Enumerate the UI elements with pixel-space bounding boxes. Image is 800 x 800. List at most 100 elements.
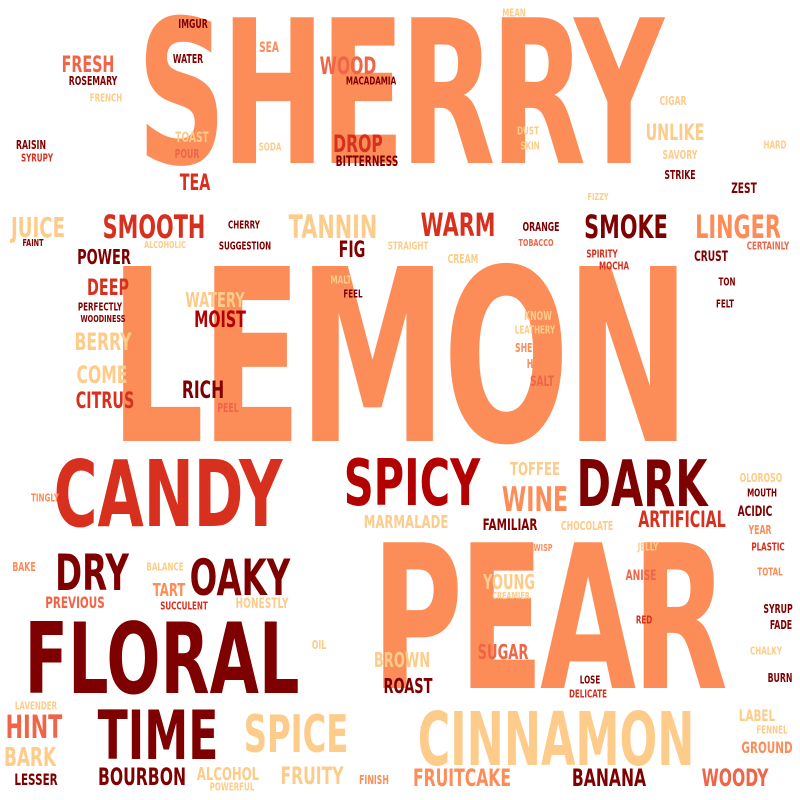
word: GROUND [741,738,793,757]
word: CREAMIER [492,591,530,602]
word: WISP [533,543,553,554]
word: BURN [767,671,793,685]
word: JELLY [637,540,659,554]
word: YOUNG [482,570,536,594]
word: FIG [338,238,366,263]
word: ACIDIC [737,504,773,520]
word: SUCCULENT [160,599,208,613]
word: ROSEMARY [68,74,118,88]
word: SMOKE [584,208,668,246]
word: TON [718,275,736,289]
word: CITRUS [75,389,135,414]
word: SODA [258,140,282,154]
word: CIGAR [659,94,687,108]
word: LEMON [109,218,691,498]
word: CRUST [694,249,728,265]
word: CHALKY [749,644,783,658]
word: LAVENDER [14,699,58,713]
word: HONESTLY [235,596,289,612]
word: WOOD [319,52,377,80]
word: BAKE [12,560,36,574]
word: TINGLY [30,491,60,505]
word: TOAST [175,130,209,146]
word: PEAR [371,503,728,736]
word: BOURBON [97,763,187,791]
word: YEAR [748,523,772,537]
word: CHERRY [228,218,260,232]
word: ALCOHOL [196,764,260,785]
word: TOBACCO [518,238,554,249]
word: SKIN [520,139,540,153]
word: LABEL [738,706,776,725]
word: WATERY [185,288,245,312]
word: BROWN [373,648,431,672]
word: ALCOHOLIC [144,240,186,251]
word: PEEL [217,401,239,415]
word: SUGAR [477,640,529,664]
word: LESSER [14,770,58,789]
word: ARTIFICIAL [638,508,726,533]
word: FEEL [343,287,363,301]
word: MARMALADE [363,512,449,533]
word: POUR [174,147,200,161]
word: FELT [715,297,735,311]
word: TANNIN [288,208,378,246]
word: SYRUPY [20,151,54,165]
word: FRENCH [89,91,123,105]
word: DROP [333,130,383,158]
word: TOFFEE [510,459,560,480]
word: WATER [172,52,204,66]
word: RICH [181,376,225,404]
word: DARK [576,448,708,522]
word: HOLY [526,357,550,371]
word: BERRY [74,328,132,356]
word: MEAN [502,6,526,20]
word: DUST [517,124,539,138]
word: SUGGESTION [218,239,272,253]
word: WINE [501,480,569,520]
word: JUICE [10,211,66,244]
word: CANDY [53,441,283,548]
word: FRESH [61,53,115,78]
word: BANANA [571,764,647,792]
word: MALT [330,273,352,287]
word: UNLIKE [645,121,705,146]
word: MOUTH [747,486,777,500]
word: WOODY [701,764,769,792]
word: OLOROSO [739,471,783,485]
word: KNOW [524,309,552,323]
word: LOSE [579,673,601,687]
word: IMGUR [178,17,208,31]
word: FIZZY [587,192,609,203]
word: OAKY [189,549,291,607]
word: SAVORY [662,148,698,162]
word: FLORAL [24,603,300,717]
word: BALANCE [146,560,184,574]
word: POWERFUL [209,780,255,794]
word: TEA [179,171,211,196]
word: DEEP [87,276,129,301]
word: SHERBET [514,341,556,355]
word: CERTAINLY [746,239,790,253]
word: SPICY [343,447,481,521]
word: SYRUP [763,602,793,616]
word: SPICE [243,705,349,765]
word: TOTAL [757,565,783,579]
word: STRAIGHT [387,239,429,253]
word: FENNEL [756,723,788,737]
word: WOODINESS [80,314,126,325]
word: FAIR [520,31,538,45]
word: PERFECTLY [77,300,123,314]
word: SALT [529,374,555,390]
word: FRUITY [280,762,344,790]
word: POWER [77,245,131,269]
word: CREAM [447,252,479,266]
word: SEA [259,40,279,56]
word: SPIRITY [586,247,618,261]
word: ORANGE [522,220,560,234]
word: LEATHERY [514,323,556,337]
word: PLASTIC [751,540,785,554]
word: BARK [3,743,57,773]
word: FRUITCAKE [412,764,512,792]
word: FAINT [22,238,44,249]
